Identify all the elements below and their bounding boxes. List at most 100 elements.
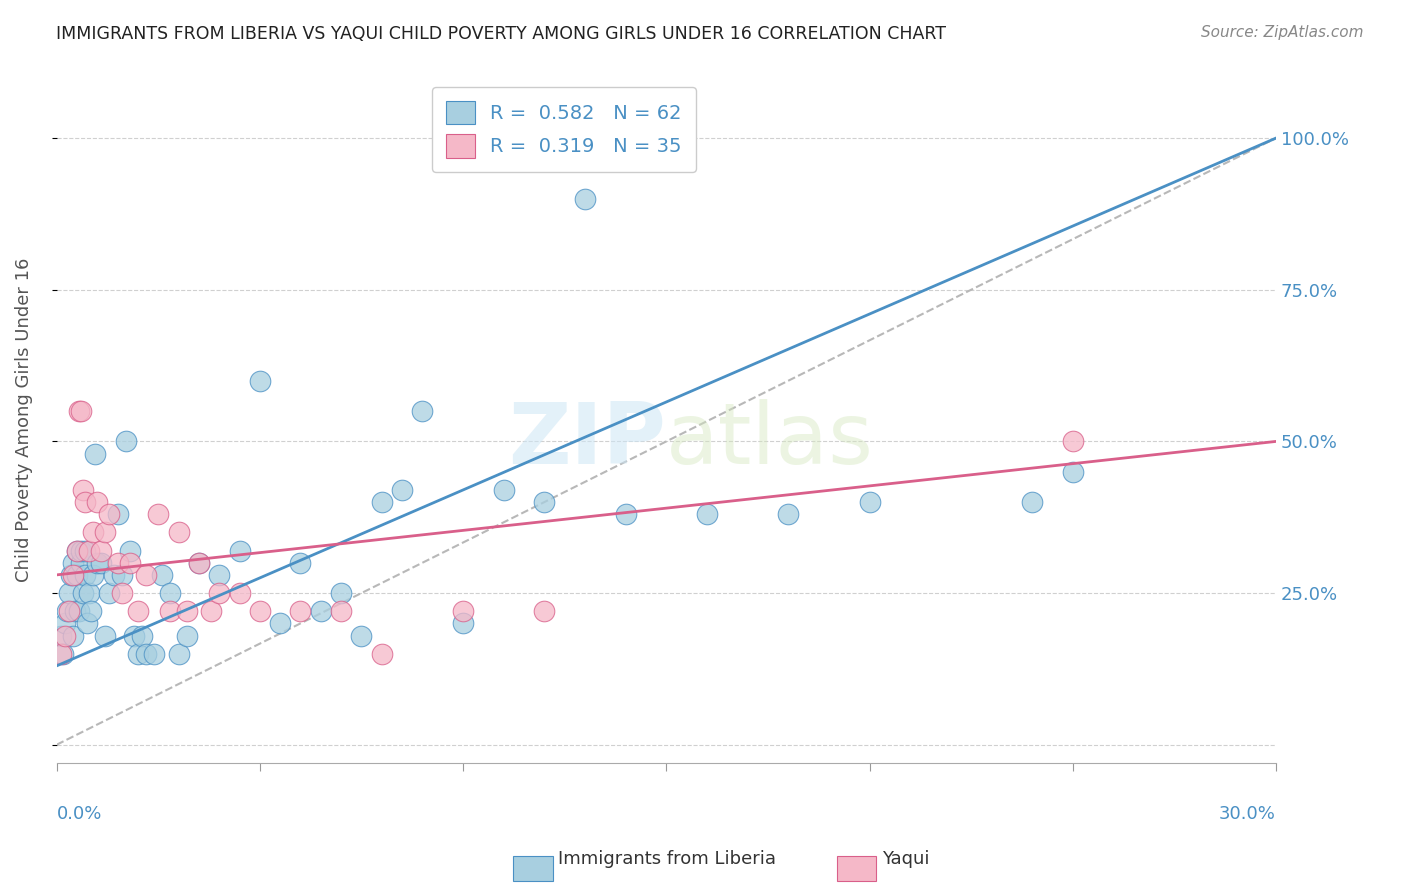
Point: [371, 495, 394, 509]
Point: [131, 628, 153, 642]
Point: [574, 192, 596, 206]
Point: [70, 556, 93, 570]
Point: [127, 604, 149, 618]
Point: [167, 647, 190, 661]
Point: [135, 567, 157, 582]
Point: [53, 616, 76, 631]
Point: [103, 567, 125, 582]
Text: IMMIGRANTS FROM LIBERIA VS YAQUI CHILD POVERTY AMONG GIRLS UNDER 16 CORRELATION : IMMIGRANTS FROM LIBERIA VS YAQUI CHILD P…: [56, 25, 946, 43]
Point: [135, 647, 157, 661]
Point: [66, 543, 89, 558]
Point: [70, 404, 93, 418]
Point: [249, 374, 271, 388]
Point: [290, 604, 312, 618]
Text: 0.0%: 0.0%: [56, 805, 103, 823]
Point: [80, 604, 103, 618]
Point: [76, 616, 98, 631]
Point: [118, 543, 141, 558]
Point: [72, 586, 94, 600]
Point: [82, 525, 104, 540]
Text: ZIP: ZIP: [509, 400, 666, 483]
Point: [150, 567, 173, 582]
Point: [614, 507, 637, 521]
Point: [111, 567, 134, 582]
Point: [118, 556, 141, 570]
Point: [62, 567, 84, 582]
Point: [411, 404, 433, 418]
Point: [72, 483, 94, 497]
Point: [94, 525, 117, 540]
Point: [52, 647, 75, 661]
Point: [62, 556, 84, 570]
Point: [59, 567, 82, 582]
Point: [176, 604, 198, 618]
Point: [70, 543, 93, 558]
Point: [67, 404, 90, 418]
Point: [1021, 495, 1043, 509]
Point: [82, 567, 104, 582]
Point: [63, 604, 86, 618]
Point: [159, 586, 181, 600]
Point: [290, 556, 312, 570]
Point: [98, 507, 121, 521]
Point: [90, 543, 112, 558]
Point: [208, 567, 231, 582]
Point: [148, 507, 170, 521]
Point: [73, 567, 96, 582]
Point: [350, 628, 373, 642]
Point: [451, 616, 474, 631]
Point: [492, 483, 515, 497]
Text: Immigrants from Liberia: Immigrants from Liberia: [558, 850, 776, 868]
Point: [228, 543, 250, 558]
Point: [858, 495, 880, 509]
Point: [696, 507, 718, 521]
Point: [94, 628, 117, 642]
Point: [1062, 434, 1084, 449]
Point: [309, 604, 332, 618]
Point: [58, 604, 80, 618]
Point: [84, 446, 107, 460]
Point: [249, 604, 271, 618]
Point: [330, 586, 353, 600]
Y-axis label: Child Poverty Among Girls Under 16: Child Poverty Among Girls Under 16: [15, 258, 32, 582]
Point: [187, 556, 209, 570]
Point: [90, 556, 112, 570]
Point: [73, 495, 96, 509]
Point: [55, 604, 77, 618]
Point: [778, 507, 800, 521]
Point: [77, 586, 100, 600]
Point: [58, 586, 80, 600]
Point: [62, 628, 84, 642]
Point: [269, 616, 291, 631]
Point: [533, 604, 555, 618]
Point: [53, 628, 76, 642]
Point: [66, 543, 89, 558]
Point: [533, 495, 555, 509]
Point: [1062, 465, 1084, 479]
Point: [176, 628, 198, 642]
Point: [143, 647, 166, 661]
Point: [107, 507, 129, 521]
Point: [114, 434, 136, 449]
Point: [159, 604, 181, 618]
Text: 30.0%: 30.0%: [1219, 805, 1277, 823]
Point: [167, 525, 190, 540]
Point: [371, 647, 394, 661]
Point: [86, 556, 108, 570]
Point: [66, 567, 89, 582]
Point: [107, 556, 129, 570]
Point: [127, 647, 149, 661]
Point: [49, 647, 72, 661]
Point: [73, 543, 96, 558]
Point: [49, 628, 72, 642]
Text: atlas: atlas: [666, 400, 875, 483]
Point: [67, 604, 90, 618]
Point: [391, 483, 413, 497]
Point: [208, 586, 231, 600]
Point: [228, 586, 250, 600]
Point: [77, 543, 100, 558]
Point: [200, 604, 222, 618]
Point: [451, 604, 474, 618]
Point: [330, 604, 353, 618]
Point: [111, 586, 134, 600]
